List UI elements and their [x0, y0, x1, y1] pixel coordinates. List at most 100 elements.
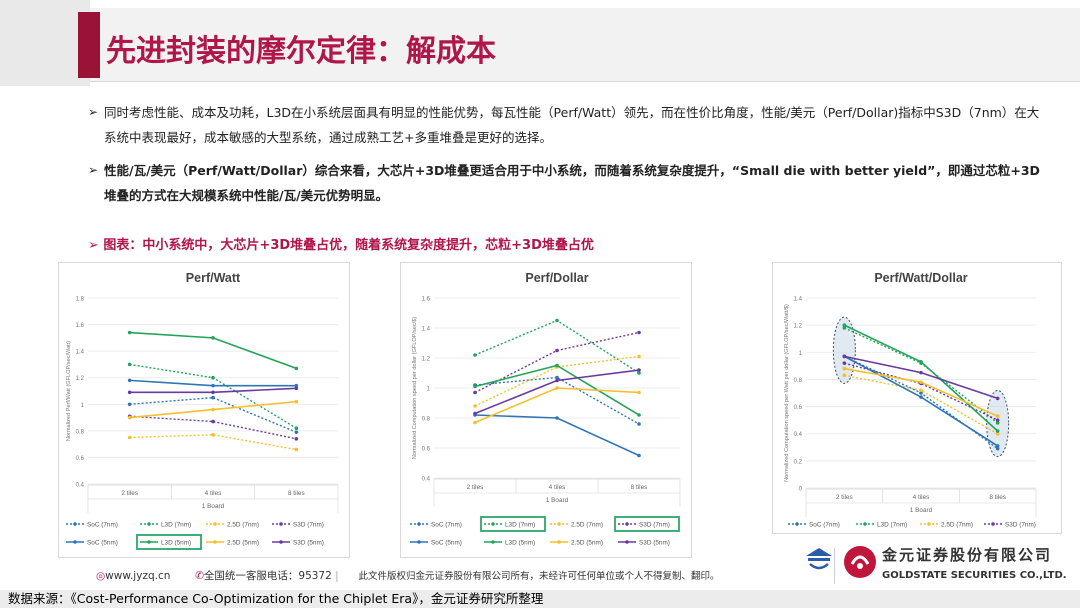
- y-tick-label: 1.6: [422, 297, 431, 303]
- x-tick-label: 8 tiles: [288, 490, 305, 497]
- y-tick-label: 0: [799, 487, 803, 493]
- data-point-soc-5nm-8-tiles: [995, 444, 1000, 448]
- y-tick-label: 1.2: [76, 376, 85, 382]
- y-tick-label: 0.8: [794, 378, 803, 384]
- data-point-soc-5nm-4-tiles: [211, 383, 215, 388]
- y-axis-label: Normalized Computation speed per dollar …: [412, 317, 418, 460]
- slide-title: 先进封装的摩尔定律：解成本: [106, 34, 496, 69]
- data-point-2-5d-5nm-4-tiles: [555, 386, 559, 390]
- data-point-2-5d-5nm-8-tiles: [637, 390, 641, 395]
- data-point-s3d-5nm-4-tiles: [211, 390, 215, 395]
- y-tick-label: 0.4: [76, 483, 85, 489]
- data-point-l3d-5nm-8-tiles: [995, 429, 1000, 433]
- y-tick-label: 1.6: [76, 323, 85, 329]
- y-tick-label: 1: [799, 351, 803, 357]
- data-point-soc-7nm-4-tiles: [211, 395, 215, 400]
- chart-perf-dollar: Perf/Dollar 0.4 0.6 0.8 1 1.2 1.4 1.6 Normalized…: [400, 262, 692, 558]
- legend-label-2-5d-5nm: 2.5D (5nm): [571, 539, 603, 546]
- legend-label-soc-7nm: SoC (7nm): [809, 521, 840, 528]
- data-point-soc-7nm-8-tiles: [637, 422, 641, 426]
- legend-marker-2-5d-7nm: [557, 522, 561, 526]
- data-point-l3d-7nm-4-tiles: [211, 375, 215, 380]
- data-point-2-5d-7nm-8-tiles: [294, 447, 299, 452]
- arrow-bullet-icon: ➢: [88, 163, 99, 177]
- series-line-soc-7nm: [474, 376, 640, 425]
- data-point-2-5d-7nm-4-tiles: [919, 388, 923, 393]
- legend-marker-soc-7nm: [73, 522, 77, 526]
- data-point-l3d-7nm-8-tiles: [637, 371, 641, 375]
- legend-marker-soc-5nm: [73, 540, 77, 544]
- phone-icon: ✆: [195, 570, 204, 582]
- y-tick-label: 0.4: [422, 477, 431, 483]
- data-point-soc-7nm-2-tiles: [127, 402, 132, 407]
- data-point-l3d-7nm-8-tiles: [995, 421, 1000, 425]
- legend-label-2-5d-7nm: 2.5D (7nm): [227, 521, 259, 528]
- footer: ◎ www.jyzq.cn ✆ 全国统一客服电话：95372 | 此文件版权归金…: [0, 560, 1080, 608]
- legend-highlight-box: [480, 516, 546, 532]
- legend-label-s3d-5nm: S3D (5nm): [639, 539, 670, 546]
- data-point-l3d-7nm-2-tiles: [842, 326, 847, 330]
- legend-marker-2-5d-5nm: [557, 540, 561, 544]
- footer-contact: ◎ www.jyzq.cn ✆ 全国统一客服电话：95372 | 此文件版权归金…: [96, 570, 720, 582]
- data-point-2-5d-7nm-2-tiles: [842, 373, 847, 378]
- data-point-l3d-5nm-2-tiles: [473, 384, 477, 389]
- footer-website: www.jyzq.cn: [105, 570, 171, 582]
- chart-perf-watt-dollar: Perf/Watt/Dollar 0 0.2 0.4 0.6 0.8 1 1.2 1.4 Norm…: [772, 262, 1062, 534]
- data-point-l3d-5nm-8-tiles: [294, 366, 299, 371]
- legend-label-s3d-5nm: S3D (5nm): [293, 539, 324, 546]
- company-name-cn: 金元证券股份有限公司: [882, 546, 1053, 564]
- chart-frame: [772, 262, 1062, 534]
- title-left-block: [0, 0, 90, 86]
- title-accent-bar: [78, 12, 100, 78]
- data-point-l3d-7nm-2-tiles: [127, 362, 132, 367]
- legend-marker-l3d-7nm: [863, 522, 867, 526]
- series-line-2-5d-7nm: [844, 374, 999, 435]
- source-note: 数据来源：《Cost-Performance Co-Optimization f…: [0, 590, 1080, 608]
- figure-caption-text: 图表：中小系统中，大芯片+3D堆叠占优，随着系统复杂度提升，芯粒+3D堆叠占优: [103, 238, 594, 253]
- data-point-2-5d-7nm-2-tiles: [127, 435, 132, 440]
- data-point-s3d-7nm-2-tiles: [473, 390, 477, 395]
- data-point-soc-7nm-8-tiles: [294, 430, 299, 434]
- legend-marker-soc-7nm: [795, 522, 799, 526]
- data-point-s3d-5nm-4-tiles: [555, 378, 559, 383]
- data-point-2-5d-5nm-8-tiles: [294, 399, 299, 404]
- data-point-s3d-5nm-8-tiles: [637, 368, 641, 372]
- x-axis-label: 1 Board: [546, 497, 569, 504]
- y-tick-label: 0.8: [76, 429, 85, 435]
- legend-highlight-box: [614, 516, 680, 532]
- y-tick-label: 1.2: [794, 324, 803, 330]
- data-point-l3d-5nm-2-tiles: [842, 323, 847, 327]
- data-point-l3d-5nm-4-tiles: [211, 336, 215, 340]
- x-tick-label: 2 tiles: [467, 484, 484, 491]
- data-point-s3d-7nm-8-tiles: [637, 330, 641, 335]
- x-tick-label: 4 tiles: [205, 490, 222, 497]
- legend-label-s3d-7nm: S3D (7nm): [639, 521, 670, 528]
- legend-marker-soc-7nm: [417, 522, 421, 526]
- company-logo-area: 金元证券股份有限公司 GOLDSTATE SECURITIES CO.,LTD.: [778, 542, 1078, 590]
- data-point-s3d-5nm-2-tiles: [473, 411, 477, 416]
- y-tick-label: 0.8: [422, 417, 431, 423]
- data-point-2-5d-7nm-4-tiles: [211, 433, 215, 437]
- x-tick-label: 2 tiles: [836, 494, 853, 501]
- x-tick-label: 4 tiles: [549, 484, 566, 491]
- y-tick-label: 1: [427, 387, 431, 393]
- legend-label-l3d-7nm: L3D (7nm): [161, 521, 191, 528]
- data-point-l3d-5nm-4-tiles: [555, 363, 559, 368]
- bullet-1: ➢ 同时考虑性能、成本及功耗，L3D在小系统层面具有明显的性能优势，每瓦性能（P…: [88, 100, 1048, 150]
- x-tick-label: 8 tiles: [631, 484, 648, 491]
- y-tick-label: 0.2: [794, 459, 803, 465]
- globe-icon: ◎: [96, 570, 106, 582]
- arrow-bullet-icon: ➢: [88, 105, 99, 119]
- chart-frame: [400, 262, 692, 558]
- legend-marker-2-5d-7nm: [927, 522, 931, 526]
- data-point-2-5d-5nm-8-tiles: [995, 414, 1000, 418]
- legend-marker-s3d-5nm: [625, 540, 629, 544]
- legend-marker-s3d-7nm: [991, 522, 995, 526]
- data-point-soc-5nm-4-tiles: [555, 416, 559, 420]
- data-point-s3d-7nm-4-tiles: [211, 419, 215, 424]
- goldstate-logo: [844, 546, 876, 578]
- highlight-ellipse-2-tiles: [832, 316, 856, 384]
- data-point-s3d-5nm-4-tiles: [919, 370, 923, 375]
- legend-marker-l3d-5nm: [491, 540, 495, 544]
